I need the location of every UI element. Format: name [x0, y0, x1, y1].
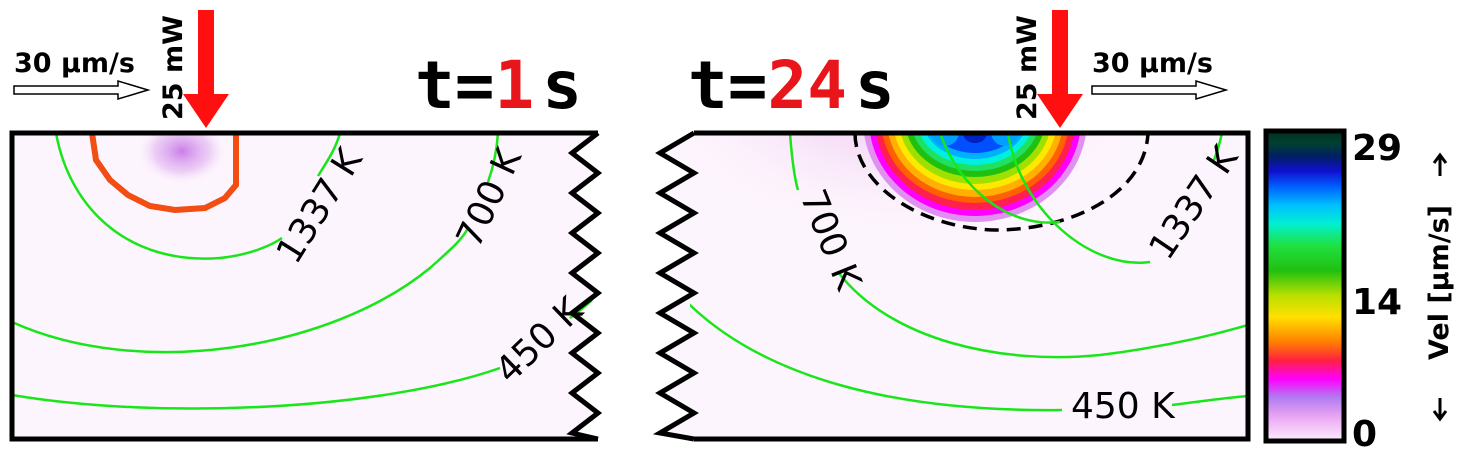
left-time-value: 1 [494, 47, 534, 124]
right-laser-arrow [1037, 10, 1083, 128]
right-laser-power: 25 mW [1012, 15, 1043, 120]
left-scan-arrow [13, 79, 151, 101]
left-break-zigzag [566, 131, 603, 442]
left-velocity-blob [136, 133, 228, 192]
left-panel-outline [9, 130, 598, 442]
left-time-unit: s [542, 47, 582, 124]
right-velocity-field [863, 133, 1087, 222]
right-isotherm-450 [690, 303, 1063, 412]
left-isotherm-450 [12, 366, 501, 410]
left-scan-speed: 30 µm/s [14, 48, 135, 79]
right-label-450: 450 K [1071, 386, 1176, 427]
right-melt-boundary [853, 133, 1150, 232]
left-time-label: t=1 s [415, 47, 582, 124]
colorbar: 29 14 0 Vel [µm/s] [1263, 128, 1455, 455]
left-isotherm-700 [12, 227, 470, 354]
right-scan-speed: 30 µm/s [1092, 48, 1213, 79]
left-melt-boundary [89, 132, 239, 214]
left-laser-power: 25 mW [158, 15, 189, 120]
right-panel-outline [694, 130, 1251, 442]
colorbar-arrow-up-icon [1432, 152, 1448, 176]
right-panel: 700 K 1337 K 450 K 25 mW 30 µm/s t=24 s [652, 10, 1251, 442]
left-panel: 1337 K 700 K 450 K 25 mW 30 µm/s t=1 s [9, 10, 603, 442]
right-isotherm-700 [788, 133, 800, 191]
colorbar-tick-max: 29 [1352, 128, 1402, 169]
left-laser-arrow [183, 10, 229, 128]
right-isotherm-450b [1171, 394, 1248, 407]
left-isotherm-1337 [54, 133, 283, 260]
colorbar-tick-min: 0 [1352, 414, 1377, 455]
right-time-label: t=24 s [688, 47, 895, 124]
left-isotherm-700b [486, 133, 500, 183]
right-time-prefix: t= [688, 47, 767, 124]
right-break-zigzag [652, 130, 699, 442]
colorbar-arrow-down-icon [1432, 398, 1448, 422]
right-isotherm-1337 [1006, 133, 1151, 264]
left-time-prefix: t= [415, 47, 494, 124]
right-isotherm-1337-inner [938, 133, 1061, 224]
right-time-value: 24 [767, 47, 846, 124]
right-scan-arrow [1091, 79, 1229, 101]
left-isotherm-1337b [316, 133, 342, 177]
colorbar-tick-mid: 14 [1352, 282, 1402, 323]
right-time-unit: s [855, 47, 895, 124]
right-isotherm-700b [837, 271, 1248, 359]
colorbar-label: Vel [µm/s] [1424, 205, 1455, 360]
colorbar-gradient [1263, 128, 1347, 444]
